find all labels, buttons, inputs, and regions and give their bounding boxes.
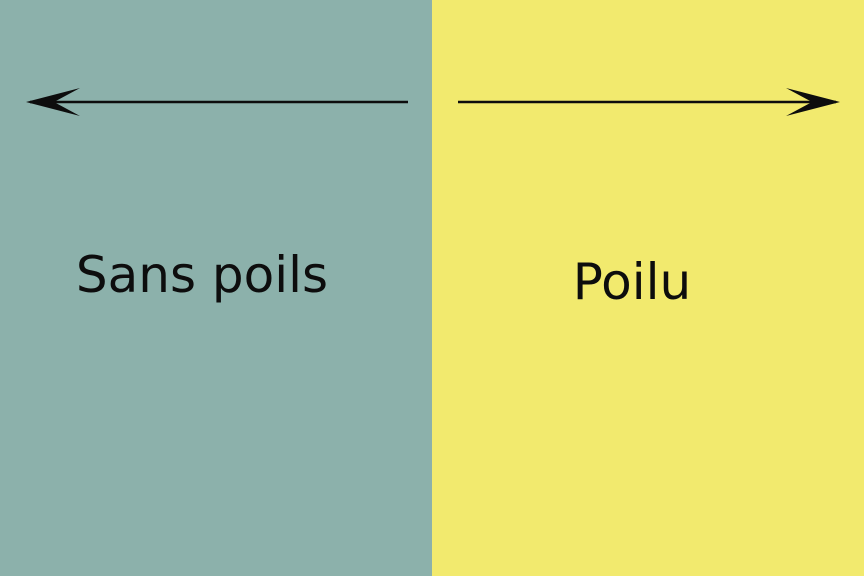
right-label: Poilu <box>572 253 692 311</box>
left-panel: Sans poils <box>0 0 432 576</box>
left-label: Sans poils <box>75 246 329 304</box>
right-arrow-icon <box>458 88 840 116</box>
right-panel: Poilu <box>432 0 864 576</box>
left-arrow-icon <box>26 88 408 116</box>
